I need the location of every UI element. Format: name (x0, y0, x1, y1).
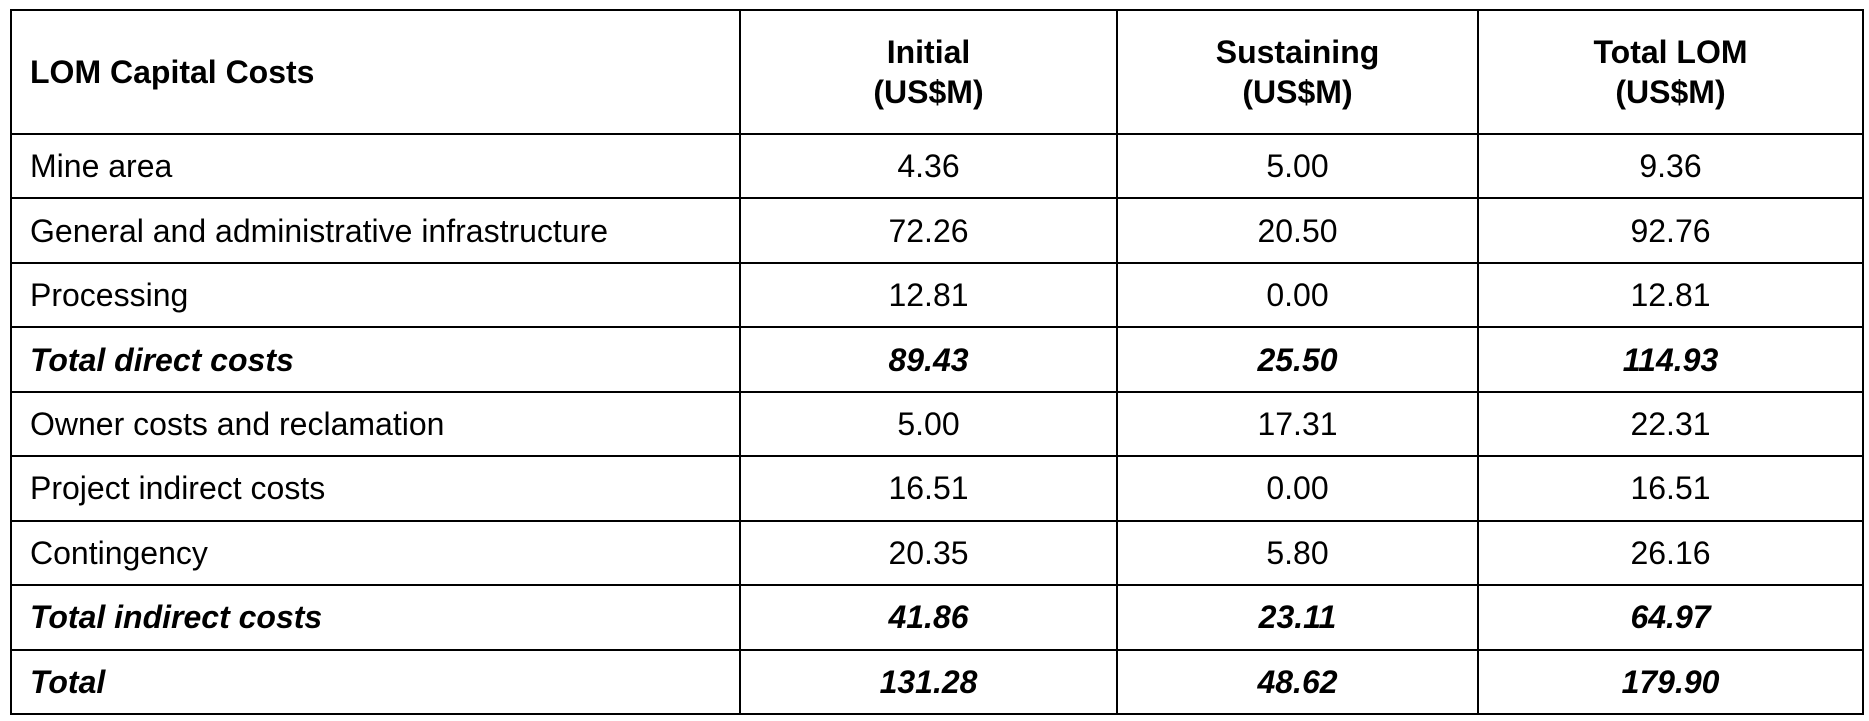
cell-initial: 4.36 (739, 132, 1118, 200)
cell-initial: 20.35 (739, 519, 1118, 587)
row-label: General and administrative infrastructur… (10, 197, 741, 264)
cell-total: 64.97 (1477, 584, 1864, 651)
cell-initial: 16.51 (739, 455, 1118, 522)
header-sustaining: Sustaining (US$M) (1116, 9, 1479, 135)
table-row: Processing 12.81 0.00 12.81 (10, 261, 1864, 329)
cell-total: 92.76 (1477, 197, 1864, 264)
row-label: Processing (10, 261, 741, 329)
cell-total: 16.51 (1477, 455, 1864, 522)
header-initial: Initial (US$M) (739, 9, 1118, 135)
cell-initial: 41.86 (739, 584, 1118, 651)
subtotal-row: Total direct costs 89.43 25.50 114.93 (10, 326, 1864, 393)
cell-total: 179.90 (1477, 648, 1864, 715)
cell-initial: 131.28 (739, 648, 1118, 715)
header-total-lom: Total LOM (US$M) (1477, 9, 1864, 135)
capital-costs-table: LOM Capital Costs Initial (US$M) Sustain… (10, 9, 1864, 715)
row-label: Total (10, 648, 741, 715)
cell-sustaining: 17.31 (1116, 390, 1479, 458)
table-body: Mine area 4.36 5.00 9.36 General and adminis… (10, 132, 1864, 715)
cell-total: 114.93 (1477, 326, 1864, 393)
cell-total: 9.36 (1477, 132, 1864, 200)
cell-total: 26.16 (1477, 519, 1864, 587)
row-label: Owner costs and reclamation (10, 390, 741, 458)
cell-sustaining: 48.62 (1116, 648, 1479, 715)
cell-total: 22.31 (1477, 390, 1864, 458)
cell-sustaining: 25.50 (1116, 326, 1479, 393)
table-row: Contingency 20.35 5.80 26.16 (10, 519, 1864, 587)
cell-sustaining: 0.00 (1116, 261, 1479, 329)
row-label: Mine area (10, 132, 741, 200)
cell-initial: 89.43 (739, 326, 1118, 393)
cell-sustaining: 5.80 (1116, 519, 1479, 587)
cell-initial: 72.26 (739, 197, 1118, 264)
row-label: Project indirect costs (10, 455, 741, 522)
table-row: Mine area 4.36 5.00 9.36 (10, 132, 1864, 200)
row-label: Contingency (10, 519, 741, 587)
row-label: Total indirect costs (10, 584, 741, 651)
table-header-row: LOM Capital Costs Initial (US$M) Sustain… (10, 9, 1864, 135)
subtotal-row: Total indirect costs 41.86 23.11 64.97 (10, 584, 1864, 651)
table-row: General and administrative infrastructur… (10, 197, 1864, 264)
cell-sustaining: 23.11 (1116, 584, 1479, 651)
table-row: Project indirect costs 16.51 0.00 16.51 (10, 455, 1864, 522)
cell-total: 12.81 (1477, 261, 1864, 329)
row-label: Total direct costs (10, 326, 741, 393)
header-lom-capital-costs: LOM Capital Costs (10, 9, 741, 135)
cell-initial: 5.00 (739, 390, 1118, 458)
cell-sustaining: 20.50 (1116, 197, 1479, 264)
grand-total-row: Total 131.28 48.62 179.90 (10, 648, 1864, 715)
table-row: Owner costs and reclamation 5.00 17.31 22.3… (10, 390, 1864, 458)
cell-sustaining: 5.00 (1116, 132, 1479, 200)
cell-initial: 12.81 (739, 261, 1118, 329)
cell-sustaining: 0.00 (1116, 455, 1479, 522)
